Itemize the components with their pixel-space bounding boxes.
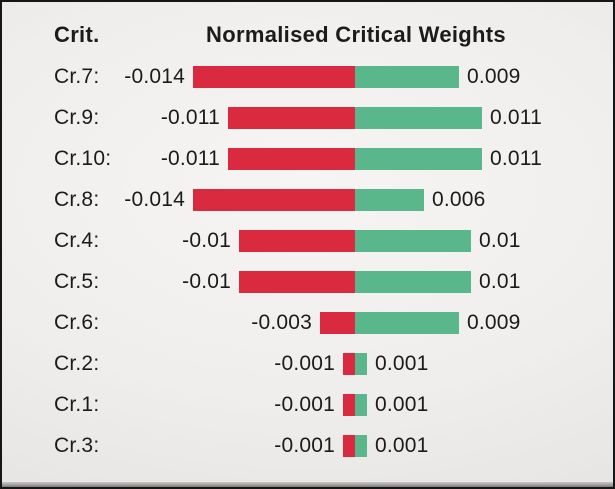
criterion-label: Cr.3:	[54, 434, 100, 457]
negative-bar	[343, 435, 355, 457]
criterion-label: Cr.4:	[54, 229, 100, 252]
positive-bar	[355, 107, 482, 129]
chart-row: Cr.5: -0.01 0.01	[2, 261, 613, 302]
criterion-label: Cr.1:	[54, 393, 100, 416]
negative-value-label: -0.01	[182, 229, 231, 252]
positive-value-label: 0.001	[375, 393, 429, 416]
criterion-label: Cr.8:	[54, 188, 100, 211]
slide-bottom-edge	[2, 482, 613, 487]
positive-value-label: 0.01	[479, 270, 521, 293]
criterion-label: Cr.9:	[54, 106, 100, 129]
criterion-label: Cr.7:	[54, 65, 100, 88]
positive-value-label: 0.011	[490, 106, 542, 129]
positive-value-label: 0.009	[467, 65, 521, 88]
positive-value-label: 0.001	[375, 434, 429, 457]
positive-bar	[355, 189, 424, 211]
chart-row: Cr.4: -0.01 0.01	[2, 220, 613, 261]
positive-bar	[355, 66, 459, 88]
positive-bar	[355, 312, 459, 334]
negative-value-label: -0.001	[274, 434, 335, 457]
negative-value-label: -0.011	[160, 147, 220, 170]
negative-bar	[239, 230, 355, 252]
positive-value-label: 0.01	[479, 229, 521, 252]
negative-value-label: -0.001	[274, 352, 335, 375]
negative-value-label: -0.014	[124, 188, 185, 211]
positive-bar	[355, 435, 367, 457]
chart-row: Cr.2: -0.001 0.001	[2, 343, 613, 384]
positive-bar	[355, 230, 471, 252]
positive-value-label: 0.009	[467, 311, 521, 334]
negative-bar	[343, 353, 355, 375]
chart-row: Cr.6: -0.003 0.009	[2, 302, 613, 343]
negative-value-label: -0.011	[160, 106, 220, 129]
criterion-label: Cr.6:	[54, 311, 100, 334]
negative-bar	[343, 394, 355, 416]
criterion-label: Cr.10:	[54, 147, 112, 170]
criterion-label: Cr.2:	[54, 352, 100, 375]
negative-value-label: -0.001	[274, 393, 335, 416]
positive-bar	[355, 271, 471, 293]
positive-bar	[355, 394, 367, 416]
chart-title: Normalised Critical Weights	[206, 22, 506, 47]
chart-row: Cr.1: -0.001 0.001	[2, 384, 613, 425]
negative-bar	[239, 271, 355, 293]
positive-bar	[355, 148, 482, 170]
negative-value-label: -0.014	[124, 65, 185, 88]
negative-bar	[228, 148, 355, 170]
chart-row: Cr.10: -0.011 0.011	[2, 138, 613, 179]
negative-bar	[193, 189, 355, 211]
positive-value-label: 0.001	[375, 352, 429, 375]
criterion-label: Cr.5:	[54, 270, 100, 293]
criteria-column-header: Crit.	[54, 22, 100, 47]
positive-value-label: 0.006	[432, 188, 486, 211]
chart-row: Cr.3: -0.001 0.001	[2, 425, 613, 466]
negative-bar	[193, 66, 355, 88]
chart-row: Cr.8: -0.014 0.006	[2, 179, 613, 220]
positive-value-label: 0.011	[490, 147, 542, 170]
positive-bar	[355, 353, 367, 375]
negative-value-label: -0.01	[182, 270, 231, 293]
chart-row: Cr.9: -0.011 0.011	[2, 97, 613, 138]
negative-bar	[320, 312, 355, 334]
chart-row: Cr.7: -0.014 0.009	[2, 56, 613, 97]
negative-value-label: -0.003	[251, 311, 312, 334]
negative-bar	[228, 107, 355, 129]
